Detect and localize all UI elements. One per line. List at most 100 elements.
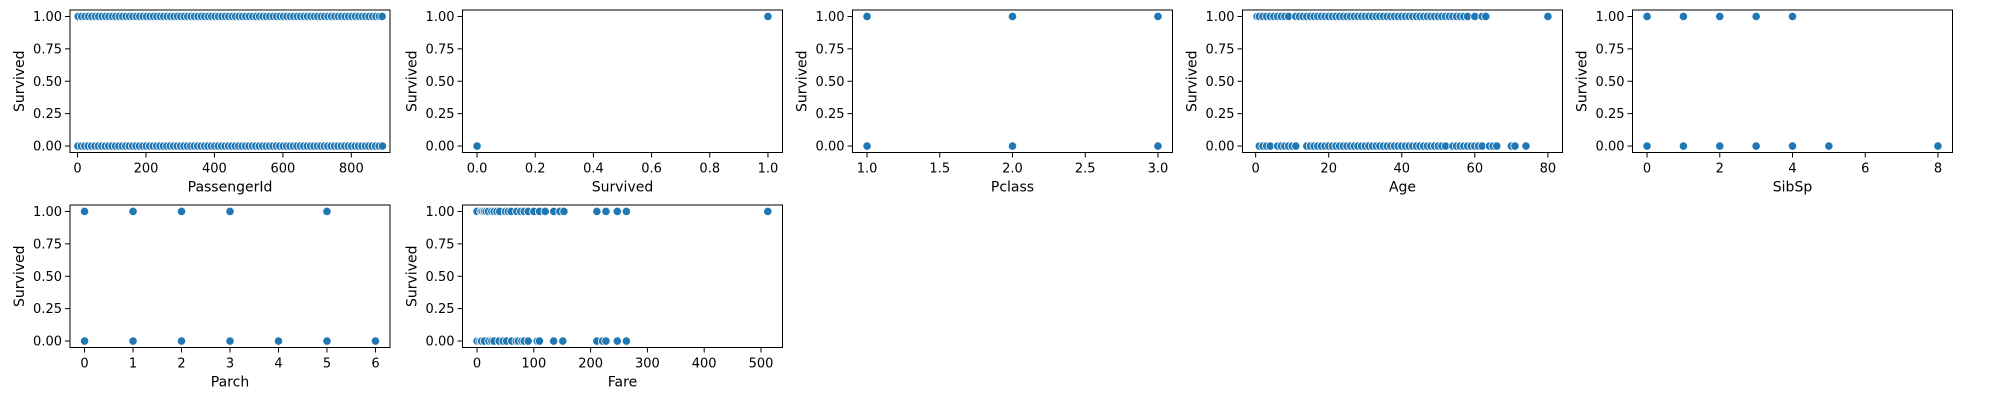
y-tick-label: 0.50 [426,270,455,285]
y-tick-label: 1.00 [33,205,62,220]
data-point [79,206,90,217]
y-tick-label: 0.00 [1596,140,1625,155]
y-axis-label: Survived [405,51,421,112]
data-point [128,206,138,217]
data-point [1751,141,1761,151]
axes-frame [462,9,783,153]
data-point [1521,141,1531,151]
x-axis-label: SibSp [1773,180,1813,196]
x-tick-label: 6 [1861,162,1869,177]
data-point [322,206,332,217]
data-point [1787,141,1798,151]
y-tick-label: 0.25 [1206,107,1235,122]
data-point [1824,141,1834,151]
data-point [540,206,550,217]
data-point [558,336,568,346]
y-tick-label: 0.50 [426,75,455,90]
x-tick-label: 0.0 [467,162,488,177]
axes-frame [1242,9,1563,153]
data-point [1492,141,1502,151]
y-tick-label: 0.25 [1596,107,1625,122]
y-axis-label: Survived [12,246,28,307]
data-point [1678,11,1689,22]
x-tick-label: 80 [1540,162,1557,177]
x-tick-label: 400 [692,357,717,372]
data-point [1007,11,1018,22]
data-point [370,336,381,346]
data-point [128,336,138,346]
x-tick-label: 2.5 [1075,162,1096,177]
y-tick-label: 1.00 [426,205,455,220]
x-tick-label: 2.0 [1002,162,1023,177]
data-point [1678,141,1689,151]
x-axis-label: Survived [592,180,653,196]
data-point [79,336,90,346]
y-tick-label: 0.00 [816,140,845,155]
data-point [621,336,631,346]
data-point [1510,141,1520,151]
data-point [225,336,235,346]
axes-frame [69,9,391,153]
y-tick-label: 0.50 [33,270,62,285]
axes-frame [69,204,391,348]
y-tick-label: 1.00 [426,10,455,25]
subplot-passengerid: 0 200 400 600 800 0.00 0.25 0.50 0.75 1.00 Passeng… [12,9,391,196]
y-tick-label: 0.75 [33,237,62,252]
x-tick-label: 60 [1467,162,1484,177]
data-point [523,336,533,346]
x-tick-label: 800 [339,162,364,177]
x-tick-label: 300 [635,357,660,372]
data-point [601,206,611,217]
x-tick-label: 1.0 [857,162,878,177]
data-point [612,206,622,217]
data-point [621,206,631,217]
data-point [763,11,773,22]
points [472,11,773,151]
y-axis-label: Survived [795,51,811,112]
x-axis-label: PassengerId [188,180,273,196]
data-point [1543,11,1553,22]
data-point [377,141,388,151]
y-tick-label: 0.00 [33,335,62,350]
x-tick-label: 2 [1716,162,1724,177]
x-tick-label: 0.6 [641,162,662,177]
x-axis-label: Age [1389,180,1416,196]
x-tick-label: 400 [202,162,227,177]
data-point [1153,141,1163,151]
x-tick-label: 1 [129,357,137,372]
x-tick-label: 4 [1788,162,1796,177]
y-tick-label: 0.75 [33,42,62,57]
data-point [1153,11,1163,22]
data-point [1291,141,1301,151]
x-tick-label: 0.8 [699,162,720,177]
y-tick-label: 0.75 [1596,42,1625,57]
axes-frame [462,204,783,348]
data-point [1007,141,1018,151]
x-tick-label: 0 [1643,162,1651,177]
y-tick-label: 0.25 [426,302,455,317]
y-tick-label: 1.00 [1206,10,1235,25]
data-point [377,11,387,22]
points [73,11,388,151]
x-tick-label: 0.4 [583,162,604,177]
axes-frame [1632,9,1953,153]
data-point [862,141,872,151]
data-point [176,336,187,346]
data-point [763,206,773,217]
y-tick-label: 0.25 [816,107,845,122]
y-axis-label: Survived [1185,51,1201,112]
data-point [1933,141,1943,151]
x-tick-label: 5 [323,357,331,372]
y-tick-label: 1.00 [1596,10,1625,25]
x-tick-label: 2 [177,357,185,372]
x-tick-label: 500 [749,357,774,372]
x-tick-label: 6 [371,357,379,372]
x-tick-label: 100 [521,357,546,372]
y-tick-label: 0.50 [816,75,845,90]
y-tick-label: 0.00 [426,140,455,155]
data-point [225,206,235,217]
axes-frame [852,9,1173,153]
y-tick-label: 0.50 [1596,75,1625,90]
y-tick-label: 0.50 [1206,75,1235,90]
x-tick-label: 0 [80,357,88,372]
